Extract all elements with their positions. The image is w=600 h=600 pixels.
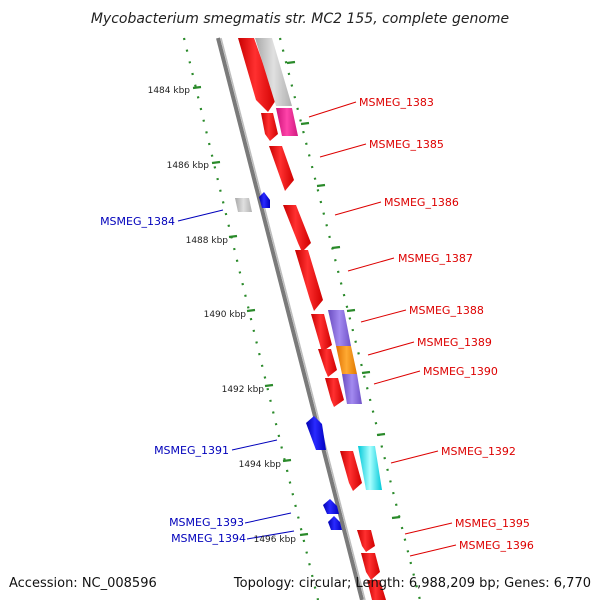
feature-cyan-block[interactable]: [358, 446, 382, 490]
gene-forward[interactable]: [261, 113, 278, 141]
feature-pink-block[interactable]: [276, 108, 298, 136]
gene-label[interactable]: MSMEG_1396: [459, 539, 534, 552]
genome-title: Mycobacterium smegmatis str. MC2 155, co…: [91, 11, 509, 27]
forward-gene-labels: MSMEG_1383 MSMEG_1385 MSMEG_1386 MSMEG_1…: [359, 96, 534, 552]
gene-label[interactable]: MSMEG_1394: [171, 532, 246, 545]
feature-gray-block[interactable]: [235, 198, 252, 212]
gene-label[interactable]: MSMEG_1385: [369, 138, 444, 151]
gene-forward[interactable]: [311, 314, 332, 352]
kbp-label: 1488 kbp: [186, 236, 229, 246]
feature-tracks: [177, 37, 457, 600]
reverse-gene-labels: MSMEG_1384 MSMEG_1391 MSMEG_1393 MSMEG_1…: [100, 215, 246, 545]
gene-label[interactable]: MSMEG_1389: [417, 336, 492, 349]
gene-forward[interactable]: [367, 580, 386, 600]
reverse-callouts: [177, 209, 295, 540]
major-ticks-right: [286, 60, 401, 520]
kbp-tick-labels: 1484 kbp 1486 kbp 1488 kbp 1490 kbp 1492…: [148, 86, 297, 545]
kbp-label: 1484 kbp: [148, 86, 191, 96]
gene-label[interactable]: MSMEG_1386: [384, 196, 459, 209]
topology-summary: Topology: circular; Length: 6,988,209 bp…: [233, 576, 591, 591]
gene-forward[interactable]: [318, 349, 337, 377]
gene-reverse[interactable]: [259, 192, 270, 208]
major-ticks-left: [192, 85, 309, 537]
gene-label[interactable]: MSMEG_1383: [359, 96, 434, 109]
kbp-label: 1496 kbp: [254, 535, 297, 545]
feature-purple-block[interactable]: [328, 310, 351, 346]
feature-orange-block[interactable]: [336, 346, 357, 374]
outer-tick-ring-left: [182, 37, 320, 600]
gene-forward[interactable]: [361, 553, 380, 580]
gene-reverse[interactable]: [328, 516, 342, 530]
backbone-line: [216, 37, 364, 600]
gene-reverse[interactable]: [306, 416, 326, 450]
gene-label[interactable]: MSMEG_1395: [455, 517, 530, 530]
gene-label[interactable]: MSMEG_1392: [441, 445, 516, 458]
gene-label[interactable]: MSMEG_1387: [398, 252, 473, 265]
outer-tick-ring-right: [278, 37, 422, 600]
feature-purple-block[interactable]: [342, 374, 362, 404]
accession-text: Accession: NC_008596: [9, 576, 157, 591]
kbp-label: 1486 kbp: [167, 161, 210, 171]
gene-reverse[interactable]: [323, 499, 339, 514]
gene-label[interactable]: MSMEG_1391: [154, 444, 229, 457]
gene-forward[interactable]: [283, 205, 311, 252]
kbp-label: 1494 kbp: [239, 460, 282, 470]
gene-forward[interactable]: [238, 38, 276, 112]
gene-label[interactable]: MSMEG_1388: [409, 304, 484, 317]
kbp-label: 1492 kbp: [222, 385, 265, 395]
kbp-label: 1490 kbp: [204, 310, 247, 320]
gene-forward[interactable]: [340, 451, 362, 491]
gene-forward[interactable]: [357, 530, 375, 552]
forward-callouts: [308, 101, 457, 557]
gene-forward[interactable]: [269, 146, 294, 191]
gene-forward[interactable]: [325, 378, 344, 407]
feature-gray-block[interactable]: [255, 38, 292, 106]
gene-label[interactable]: MSMEG_1390: [423, 365, 498, 378]
gene-label[interactable]: MSMEG_1393: [169, 516, 244, 529]
gene-forward[interactable]: [295, 250, 323, 311]
gene-label[interactable]: MSMEG_1384: [100, 215, 175, 228]
